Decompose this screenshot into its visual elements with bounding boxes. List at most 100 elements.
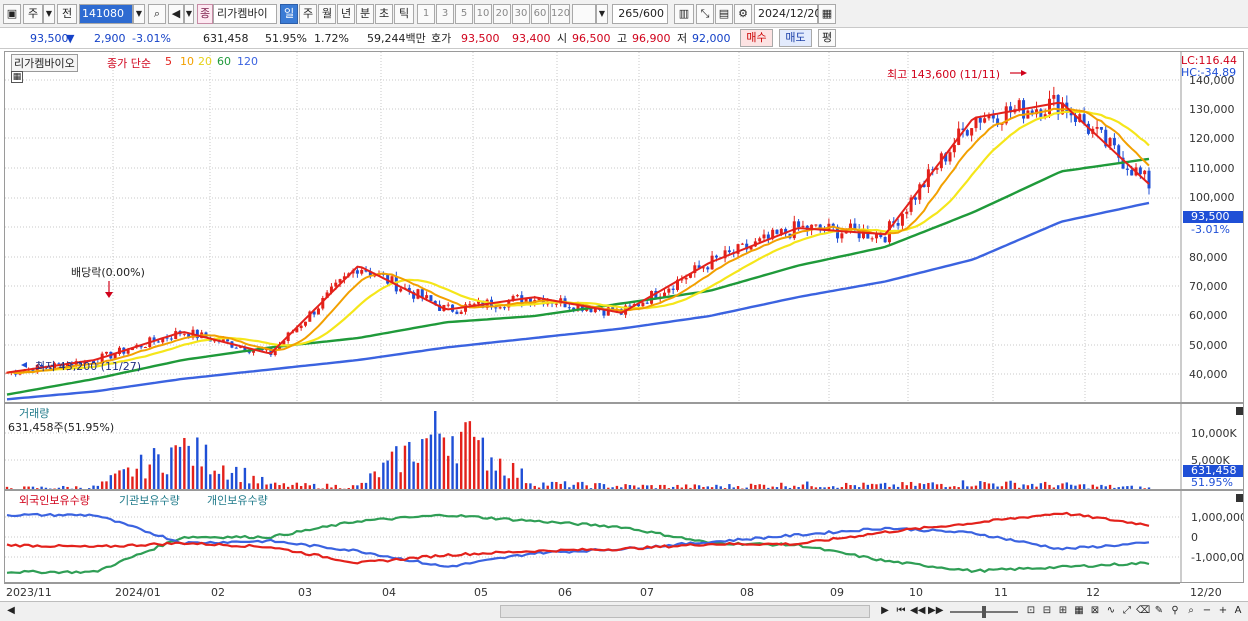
interval-3[interactable]: 3 (436, 4, 454, 24)
speaker-dropdown-icon[interactable]: ▼ (184, 4, 194, 24)
gear-icon[interactable]: ⚙ (734, 4, 752, 24)
grid-icon[interactable]: ▦ (1074, 605, 1084, 616)
volume-bar (745, 487, 748, 489)
candle-body (1095, 127, 1099, 129)
stock-code-input[interactable]: 141080 (79, 4, 133, 24)
code-dropdown-icon[interactable]: ▼ (133, 4, 145, 24)
table-view-icon[interactable]: ⊠ (1090, 605, 1100, 616)
table-icon[interactable]: ▦ (11, 71, 23, 83)
volume-bar (767, 487, 770, 489)
toolbar: ▣ 주 ▼ 전 141080 ▼ ⌕ ◀ ▼ 종 리가켐바이 일 주 월 년 분… (0, 0, 1248, 28)
interval-1[interactable]: 1 (417, 4, 435, 24)
buy-button[interactable]: 매수 (740, 29, 773, 47)
candle-body (637, 304, 641, 307)
candle-body (455, 311, 459, 314)
market-select[interactable]: 주 (23, 4, 43, 24)
volume-bar (31, 486, 35, 489)
volume-bar (273, 482, 277, 489)
prev-button[interactable]: 전 (57, 4, 77, 24)
volume-bar (559, 483, 562, 489)
interval-10[interactable]: 10 (474, 4, 492, 24)
zoom-in-icon[interactable]: + (1218, 605, 1228, 616)
compare-icon[interactable]: ⊞ (1058, 605, 1068, 616)
fast-back-icon[interactable]: ◀◀ (910, 605, 926, 616)
speaker-icon[interactable]: ◀ (168, 4, 184, 24)
brush-icon[interactable]: ✎ (1154, 605, 1164, 616)
save-icon[interactable]: ▤ (715, 4, 733, 24)
eraser-icon[interactable]: ⌫ (1136, 605, 1151, 616)
candle-body (234, 347, 238, 349)
volume-bar (170, 447, 173, 489)
market-dropdown-icon[interactable]: ▼ (43, 4, 55, 24)
chart-type-icon[interactable]: ▥ (674, 4, 694, 24)
candle-body (1060, 102, 1064, 115)
period-minute[interactable]: 분 (356, 4, 374, 24)
high-label: 고 (617, 32, 628, 45)
interval-20[interactable]: 20 (493, 4, 511, 24)
sell-button[interactable]: 매도 (779, 29, 812, 47)
candle-body (572, 307, 576, 311)
draw-icon[interactable]: ⤢ (1123, 605, 1131, 616)
close-icon[interactable] (1236, 494, 1243, 502)
rewind-icon[interactable]: ⏮ (896, 605, 906, 616)
interval-120[interactable]: 120 (550, 4, 570, 24)
interval-dropdown-icon[interactable]: ▼ (596, 4, 608, 24)
font-size-icon[interactable]: A (1234, 605, 1242, 616)
close-icon[interactable] (1236, 407, 1243, 415)
candle-body (857, 229, 861, 239)
trend-icon[interactable]: ∿ (1106, 605, 1116, 616)
open-price: 96,500 (572, 32, 611, 45)
candle-body (970, 128, 974, 136)
volume-bar (879, 483, 883, 489)
window-icon[interactable]: ▣ (3, 4, 21, 24)
interval-custom-input[interactable] (572, 4, 596, 24)
volume-bar (1022, 484, 1025, 489)
period-week[interactable]: 주 (299, 4, 317, 24)
candle-body (498, 307, 502, 309)
pin-icon[interactable]: ⚲ (1171, 605, 1179, 616)
data-count[interactable]: 265/600 (612, 4, 668, 24)
volume-bar (204, 444, 208, 489)
hold-tick-1000000: 1,000,000 (1191, 511, 1244, 524)
period-day[interactable]: 일 (280, 4, 298, 24)
volume-bar (1069, 484, 1073, 489)
layout-split-icon[interactable]: ⊟ (1042, 605, 1052, 616)
volume-bar (382, 462, 385, 489)
zoom-out-icon[interactable]: − (1202, 605, 1212, 616)
interval-60[interactable]: 60 (531, 4, 549, 24)
period-second[interactable]: 초 (375, 4, 393, 24)
search-icon[interactable]: ⌕ (148, 4, 166, 24)
zoom-slider-handle[interactable] (982, 606, 986, 618)
volume-bar (1013, 482, 1017, 489)
search-icon[interactable]: ⌕ (1188, 605, 1194, 616)
period-month[interactable]: 월 (318, 4, 336, 24)
interval-30[interactable]: 30 (512, 4, 530, 24)
volume-bar (1130, 485, 1133, 489)
candle-body (524, 298, 528, 304)
period-tick[interactable]: 틱 (394, 4, 414, 24)
candle-body (645, 302, 649, 304)
volume-bar (174, 445, 177, 489)
scroll-right-icon[interactable]: ▶ (881, 605, 889, 616)
eval-button[interactable]: 평 (818, 29, 836, 47)
date-input[interactable]: 2024/12/20 (754, 4, 821, 24)
chart-scrollbar[interactable]: ◀ ▶ ⏮ ◀◀ ▶▶ ⊡ ⊟ ⊞ ▦ ⊠ ∿ ⤢ ⌫ ✎ ⚲ ⌕ − + A (0, 601, 1248, 621)
scroll-left-icon[interactable]: ◀ (7, 605, 15, 616)
candle-body (909, 197, 913, 212)
scroll-thumb[interactable] (500, 605, 870, 618)
candle-body (92, 360, 96, 364)
candle-body (762, 234, 766, 239)
volume-bar (408, 441, 411, 489)
calendar-icon[interactable]: ▦ (818, 4, 836, 24)
stock-name-label[interactable]: 리가켐바이오 (11, 54, 78, 72)
period-year[interactable]: 년 (337, 4, 355, 24)
line-tool-icon[interactable]: ⤡ (696, 4, 714, 24)
volume-bar (888, 486, 891, 489)
candle-body (918, 184, 922, 200)
fast-forward-icon[interactable]: ▶▶ (928, 605, 944, 616)
candle-body (836, 226, 840, 239)
volume-bar (135, 468, 138, 489)
layout-icon[interactable]: ⊡ (1026, 605, 1036, 616)
interval-5[interactable]: 5 (455, 4, 473, 24)
volume-bar (594, 483, 597, 489)
